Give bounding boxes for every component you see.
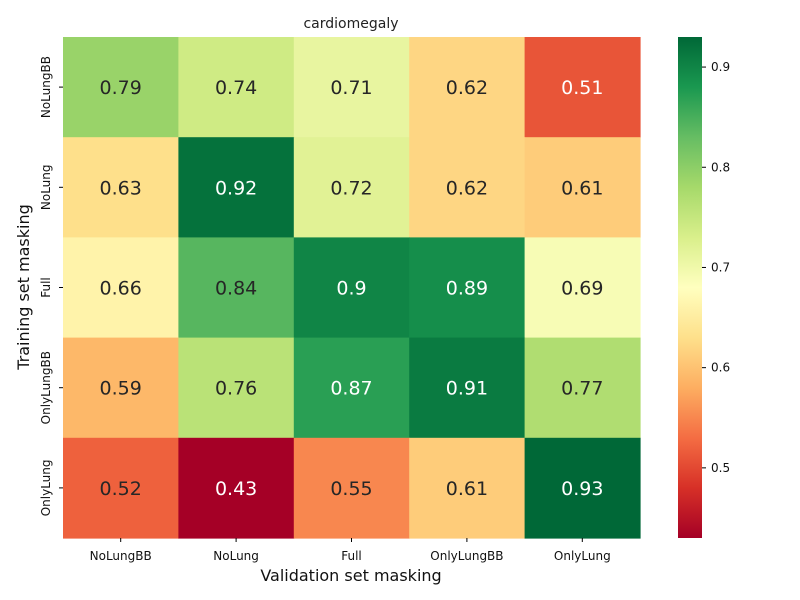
heatmap-cell (63, 437, 179, 539)
y-tick-label: NoLung (39, 164, 53, 210)
heatmap-cell-value: 0.69 (561, 278, 603, 300)
heatmap-cell-value: 0.72 (330, 177, 372, 199)
heatmap-cell-value: 0.62 (446, 177, 488, 199)
x-tick-label: NoLung (213, 549, 259, 563)
x-tick-label: OnlyLung (554, 549, 611, 563)
heatmap-cell (293, 337, 410, 439)
colorbar (678, 37, 702, 538)
heatmap-cell-value: 0.79 (100, 77, 142, 99)
heatmap-cell-value: 0.71 (330, 77, 372, 99)
heatmap-cell-value: 0.87 (330, 378, 372, 400)
x-tick-label: Full (341, 549, 362, 563)
heatmap-cell (524, 237, 641, 339)
heatmap-cell-value: 0.43 (215, 478, 257, 500)
heatmap-cell (409, 37, 526, 138)
heatmap-cell-value: 0.92 (215, 177, 257, 199)
colorbar-tick-label: 0.8 (711, 160, 730, 174)
heatmap-cell-value: 0.93 (561, 478, 603, 500)
colorbar-tick-label: 0.9 (711, 60, 730, 74)
heatmap-cell-value: 0.76 (215, 378, 257, 400)
heatmap-cell (409, 437, 526, 539)
heatmap-cell (524, 337, 641, 439)
heatmap-cell (524, 137, 641, 238)
heatmap-cell-value: 0.89 (446, 278, 488, 300)
y-tick-label: Full (39, 277, 53, 298)
heatmap-cell-value: 0.61 (446, 478, 488, 500)
heatmap-cell (293, 237, 410, 339)
heatmap-cell-value: 0.59 (100, 378, 142, 400)
heatmap-cell (293, 137, 410, 238)
heatmap-cell (409, 137, 526, 238)
x-tick-label: OnlyLungBB (430, 549, 503, 563)
heatmap-cell-value: 0.52 (100, 478, 142, 500)
heatmap-cell (293, 37, 410, 138)
heatmap-cell (293, 437, 410, 539)
heatmap-cell (178, 437, 295, 539)
heatmap-cell (178, 337, 295, 439)
colorbar-tick-label: 0.6 (711, 361, 730, 375)
colorbar-ticks: 0.5 0.6 0.7 0.8 0.9 (702, 60, 730, 475)
heatmap-cell (63, 37, 179, 138)
x-tick-label: NoLungBB (90, 549, 152, 563)
heatmap-cell-value: 0.62 (446, 77, 488, 99)
heatmap-cell (409, 237, 526, 339)
heatmap-cell-value: 0.91 (446, 378, 488, 400)
colorbar-tick-label: 0.5 (711, 461, 730, 475)
heatmap-cell-labels: 0.79 0.74 0.71 0.62 0.51 0.63 0.92 0.72 0.62 0.61… (100, 77, 604, 500)
y-axis-ticks: NoLungBB NoLung Full OnlyLungBB OnlyLung (39, 56, 63, 516)
heatmap-cell (178, 237, 295, 339)
heatmap-cell-value: 0.61 (561, 177, 603, 199)
heatmap-cell-value: 0.55 (330, 478, 372, 500)
y-tick-label: OnlyLungBB (39, 351, 53, 424)
heatmap-cell (63, 137, 179, 238)
heatmap-cell (524, 37, 641, 138)
heatmap-cell (524, 437, 641, 539)
heatmap-cell (178, 37, 295, 138)
heatmap-cell-value: 0.66 (100, 278, 142, 300)
heatmap-cell (409, 337, 526, 439)
y-tick-label: NoLungBB (39, 56, 53, 118)
heatmap-cell (63, 237, 179, 339)
heatmap-cell-value: 0.9 (336, 278, 366, 300)
heatmap-cell-value: 0.77 (561, 378, 603, 400)
y-axis-label: Training set masking (14, 204, 33, 371)
y-tick-label: OnlyLung (39, 460, 53, 517)
heatmap-cell-value: 0.63 (100, 177, 142, 199)
x-axis-ticks: NoLungBB NoLung Full OnlyLungBB OnlyLung (90, 538, 611, 563)
heatmap-cell (178, 137, 295, 238)
heatmap-cell (63, 337, 179, 439)
heatmap-cell-value: 0.51 (561, 77, 603, 99)
heatmap-cell-value: 0.74 (215, 77, 257, 99)
x-axis-label: Validation set masking (260, 566, 441, 585)
chart-title: cardiomegaly (303, 16, 398, 32)
colorbar-tick-label: 0.7 (711, 260, 730, 274)
heatmap-cell-value: 0.84 (215, 278, 257, 300)
heatmap-cells (63, 37, 641, 539)
